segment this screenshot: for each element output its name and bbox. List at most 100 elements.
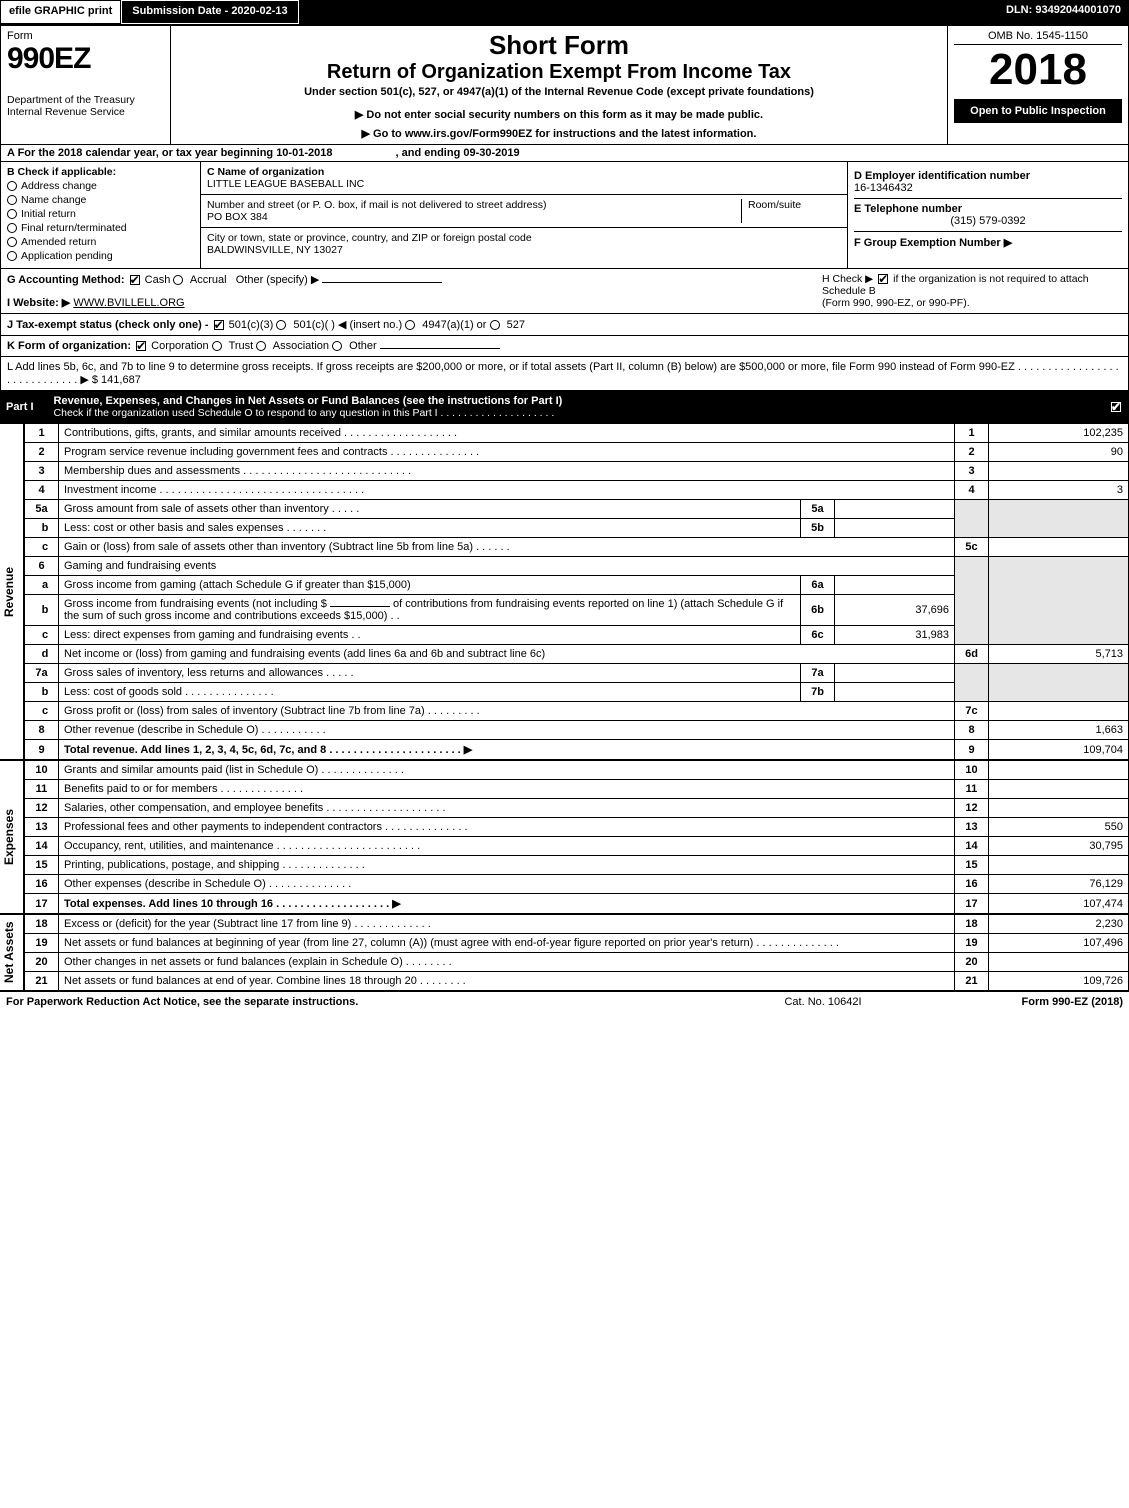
period-end: , and ending 09-30-2019 (396, 147, 520, 159)
row-k-label: K Form of organization: (7, 340, 131, 352)
line-2: 2Program service revenue including gover… (25, 443, 1129, 462)
check-accrual[interactable] (173, 275, 183, 285)
check-cash[interactable] (130, 275, 140, 285)
line-4: 4Investment income . . . . . . . . . . .… (25, 481, 1129, 500)
dept-treasury: Department of the Treasury (7, 94, 164, 106)
check-501c3[interactable] (214, 320, 224, 330)
goto-link: ▶ Go to www.irs.gov/Form990EZ for instru… (177, 127, 941, 140)
check-4947[interactable] (405, 320, 415, 330)
footer: For Paperwork Reduction Act Notice, see … (0, 991, 1129, 1012)
period-row: A For the 2018 calendar year, or tax yea… (0, 145, 1129, 162)
submission-date: Submission Date - 2020-02-13 (121, 0, 298, 24)
initial-return-label: Initial return (21, 208, 76, 220)
revenue-table: 1Contributions, gifts, grants, and simil… (24, 423, 1129, 760)
check-initial-return[interactable] (7, 209, 17, 219)
open-inspection: Open to Public Inspection (954, 99, 1122, 123)
check-schedule-o[interactable] (1111, 402, 1121, 412)
line-9-desc: Total revenue. Add lines 1, 2, 3, 4, 5c,… (64, 744, 472, 756)
spacer (299, 0, 998, 24)
netassets-table: 18Excess or (deficit) for the year (Subt… (24, 914, 1129, 991)
org-name-label: C Name of organization (207, 166, 324, 178)
group-label: F Group Exemption Number ▶ (854, 237, 1012, 249)
check-schedule-b[interactable] (878, 274, 888, 284)
j-501c: 501(c)( ) ◀ (insert no.) (293, 319, 402, 331)
row-gh: G Accounting Method: Cash Accrual Other … (0, 269, 1129, 314)
form-number: 990EZ (7, 42, 164, 76)
street: PO BOX 384 (207, 211, 268, 223)
check-trust[interactable] (212, 341, 222, 351)
line-3: 3Membership dues and assessments . . . .… (25, 462, 1129, 481)
amended-return-label: Amended return (21, 236, 96, 248)
line-6: 6Gaming and fundraising events (25, 557, 1129, 576)
ein: 16-1346432 (854, 182, 913, 194)
line-20: 20Other changes in net assets or fund ba… (25, 953, 1129, 972)
k-other: Other (349, 340, 377, 352)
footer-left: For Paperwork Reduction Act Notice, see … (6, 996, 723, 1008)
line-5a: 5aGross amount from sale of assets other… (25, 500, 1129, 519)
line-7a: 7aGross sales of inventory, less returns… (25, 664, 1129, 683)
k-corp: Corporation (151, 340, 208, 352)
netassets-sidelabel: Net Assets (0, 914, 24, 991)
tel: (315) 579-0392 (854, 215, 1122, 227)
k-trust: Trust (229, 340, 254, 352)
revenue-section: Revenue 1Contributions, gifts, grants, a… (0, 423, 1129, 760)
col-b: B Check if applicable: Address change Na… (1, 162, 201, 268)
omb-no: OMB No. 1545-1150 (954, 30, 1122, 45)
line-10: 10Grants and similar amounts paid (list … (25, 761, 1129, 780)
accrual-label: Accrual (190, 274, 227, 286)
row-h-text1: H Check ▶ (822, 273, 873, 285)
check-name-change[interactable] (7, 195, 17, 205)
footer-center: Cat. No. 10642I (723, 996, 923, 1008)
line-14: 14Occupancy, rent, utilities, and mainte… (25, 837, 1129, 856)
check-address-change[interactable] (7, 181, 17, 191)
check-application-pending[interactable] (7, 251, 17, 261)
other-label: Other (specify) ▶ (236, 274, 320, 286)
street-label: Number and street (or P. O. box, if mail… (207, 199, 546, 211)
tel-label: E Telephone number (854, 203, 962, 215)
check-corporation[interactable] (136, 341, 146, 351)
check-amended-return[interactable] (7, 237, 17, 247)
short-form-title: Short Form (177, 30, 941, 61)
line-17-desc: Total expenses. Add lines 10 through 16 … (64, 898, 401, 910)
row-k: K Form of organization: Corporation Trus… (0, 336, 1129, 357)
org-name: LITTLE LEAGUE BASEBALL INC (207, 178, 364, 190)
check-other-org[interactable] (332, 341, 342, 351)
check-association[interactable] (256, 341, 266, 351)
j-501c3: 501(c)(3) (229, 319, 274, 331)
cash-label: Cash (145, 274, 171, 286)
line-18: 18Excess or (deficit) for the year (Subt… (25, 915, 1129, 934)
line-9: 9Total revenue. Add lines 1, 2, 3, 4, 5c… (25, 740, 1129, 760)
col-c: C Name of organization LITTLE LEAGUE BAS… (201, 162, 848, 268)
form-word: Form (7, 30, 164, 42)
header-row: Form 990EZ Department of the Treasury In… (0, 24, 1129, 145)
tax-year: 2018 (954, 45, 1122, 95)
row-l-amount: $ 141,687 (92, 374, 141, 386)
j-527: 527 (507, 319, 525, 331)
row-i-label: I Website: ▶ (7, 297, 70, 309)
footer-right: Form 990-EZ (2018) (923, 996, 1123, 1008)
row-j: J Tax-exempt status (check only one) - 5… (0, 314, 1129, 336)
line-12: 12Salaries, other compensation, and empl… (25, 799, 1129, 818)
room-label: Room/suite (748, 199, 801, 211)
row-l-text: L Add lines 5b, 6c, and 7b to line 9 to … (7, 361, 1119, 386)
line-6b-blank (330, 606, 390, 607)
check-527[interactable] (490, 320, 500, 330)
line-15: 15Printing, publications, postage, and s… (25, 856, 1129, 875)
line-17: 17Total expenses. Add lines 10 through 1… (25, 894, 1129, 914)
expenses-table: 10Grants and similar amounts paid (list … (24, 760, 1129, 914)
top-strip: efile GRAPHIC print Submission Date - 20… (0, 0, 1129, 24)
part-i-header: Part I Revenue, Expenses, and Changes in… (0, 391, 1129, 423)
city: BALDWINSVILLE, NY 13027 (207, 244, 343, 256)
j-4947: 4947(a)(1) or (422, 319, 486, 331)
part-i-title: Revenue, Expenses, and Changes in Net As… (54, 395, 563, 407)
expenses-section: Expenses 10Grants and similar amounts pa… (0, 760, 1129, 914)
city-label: City or town, state or province, country… (207, 232, 532, 244)
row-g-label: G Accounting Method: (7, 274, 125, 286)
check-final-return[interactable] (7, 223, 17, 233)
k-other-line (380, 348, 500, 349)
part-i-check: Check if the organization used Schedule … (54, 407, 555, 419)
check-501c[interactable] (276, 320, 286, 330)
part-i-label: Part I (6, 401, 44, 413)
row-h-text3: (Form 990, 990-EZ, or 990-PF). (822, 297, 970, 309)
application-pending-label: Application pending (21, 250, 113, 262)
